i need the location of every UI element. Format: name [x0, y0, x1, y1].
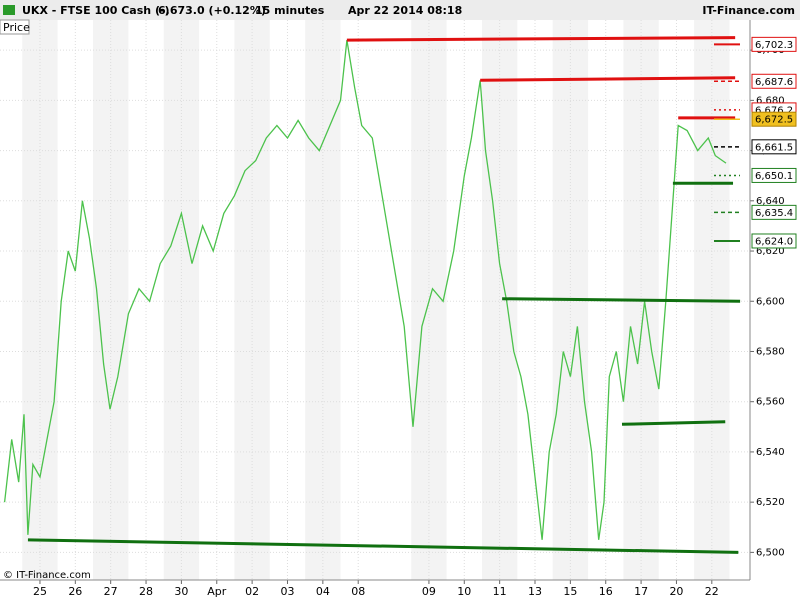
x-tick-label: 20 — [669, 585, 683, 598]
y-tick-label: 6,580 — [756, 346, 785, 357]
x-tick-label: 27 — [104, 585, 118, 598]
level-box — [751, 111, 797, 127]
x-tick-label: 30 — [174, 585, 188, 598]
quote: 6,673.0 (+0.12%) — [158, 4, 266, 17]
symbol: UKX - FTSE 100 Cash (-) — [22, 4, 170, 17]
interval: 15 minutes — [255, 4, 325, 17]
x-tick-label: 03 — [280, 585, 294, 598]
level-box — [751, 204, 797, 220]
x-tick-label: 11 — [493, 585, 507, 598]
y-tick-label: 6,540 — [756, 447, 785, 458]
trend-line — [480, 76, 736, 82]
y-tick-label: 6,560 — [756, 397, 785, 408]
trend-line — [502, 297, 741, 303]
level-box — [751, 233, 797, 249]
x-tick-label: Apr — [207, 585, 227, 598]
trend-line — [621, 420, 726, 426]
x-tick-label: 25 — [33, 585, 47, 598]
panel-label-box — [0, 19, 30, 35]
level-box — [751, 73, 797, 89]
trend-line — [27, 538, 739, 554]
x-tick-label: 15 — [563, 585, 577, 598]
level-label: 6,635.4 — [755, 208, 793, 219]
x-tick-label: 13 — [528, 585, 542, 598]
x-tick-label: 22 — [705, 585, 719, 598]
trend-line — [346, 36, 736, 42]
plot-area — [0, 20, 750, 580]
x-tick-label: 28 — [139, 585, 153, 598]
x-tick-label: 08 — [351, 585, 365, 598]
datetime: Apr 22 2014 08:18 — [348, 4, 462, 17]
level-label: 6,702.3 — [755, 40, 793, 51]
copyright: © IT-Finance.com — [3, 570, 91, 581]
level-box — [751, 139, 797, 155]
level-box — [751, 36, 797, 52]
level-box — [751, 167, 797, 183]
y-tick-label: 6,520 — [756, 497, 785, 508]
header-icon — [3, 5, 15, 15]
x-tick-label: 02 — [245, 585, 259, 598]
y-tick-label: 6,500 — [756, 547, 785, 558]
panel-label: Price — [3, 21, 30, 34]
y-tick-label: 6,640 — [756, 196, 785, 207]
x-tick-label: 10 — [457, 585, 471, 598]
level-label: 6,676.2 — [755, 105, 793, 116]
level-label: 6,661.5 — [755, 142, 793, 153]
y-tick-label: 6,600 — [756, 296, 785, 307]
y-tick-label: 6,680 — [756, 95, 785, 106]
x-tick-label: 16 — [599, 585, 613, 598]
level-label: 6,624.0 — [755, 236, 793, 247]
x-tick-label: 17 — [634, 585, 648, 598]
brand: IT-Finance.com — [702, 4, 795, 17]
header-bar — [0, 0, 800, 20]
x-tick-label: 09 — [422, 585, 436, 598]
level-label: 6,687.6 — [755, 77, 793, 88]
y-tick-label: 6,620 — [756, 246, 785, 257]
level-label: 6,672.5 — [755, 115, 793, 126]
x-tick-label: 04 — [316, 585, 330, 598]
x-tick-label: 26 — [68, 585, 82, 598]
level-label: 6,650.1 — [755, 171, 793, 182]
price-line — [3, 39, 727, 540]
